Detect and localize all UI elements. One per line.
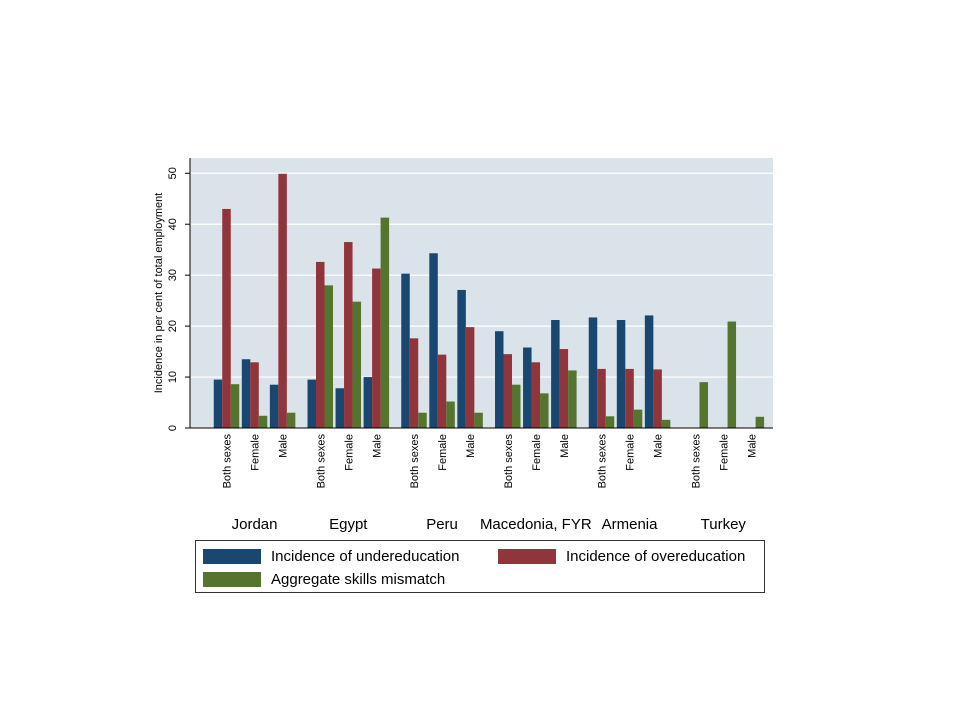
bar: [258, 415, 268, 428]
bar: [418, 412, 427, 428]
legend-swatch: [498, 548, 556, 564]
plot-background: [190, 158, 773, 428]
x-tick-label: Male: [465, 434, 477, 458]
bar: [633, 409, 643, 428]
y-tick-label: 0: [167, 425, 179, 431]
legend-swatch: [203, 571, 261, 587]
bar: [352, 301, 362, 428]
bar: [727, 321, 737, 428]
bar: [625, 368, 634, 428]
x-axis: Both sexes Female Male Jordan Both sexes Fema…: [190, 427, 773, 533]
legend-label: Incidence of undereducation: [271, 547, 460, 565]
bar: [588, 317, 598, 428]
x-tick-label: Female: [625, 434, 637, 471]
bar: [457, 289, 466, 428]
group-label: Armenia: [602, 516, 659, 533]
bar: [222, 208, 231, 428]
x-tick-label: Male: [653, 434, 665, 458]
bar: [344, 242, 353, 428]
bar: [653, 369, 662, 428]
bar: [437, 354, 447, 428]
y-tick-label: 30: [167, 269, 179, 281]
bar: [335, 388, 345, 428]
bar: [213, 379, 223, 428]
x-tick-label: Both sexes: [690, 434, 702, 489]
bar: [278, 173, 287, 428]
legend-label: Aggregate skills mismatch: [271, 570, 446, 588]
bar: [250, 362, 259, 428]
x-tick-label: Female: [718, 434, 730, 471]
x-tick-label: Female: [437, 434, 449, 471]
legend-item-overeducation: Incidence of overeducation: [498, 547, 745, 565]
x-tick-label: Both sexes: [503, 434, 515, 489]
legend: Incidence of undereducation Incidence of…: [195, 540, 765, 593]
bar: [597, 368, 606, 428]
bar: [699, 382, 708, 428]
bar: [616, 320, 626, 428]
x-tick-label: Male: [559, 434, 571, 458]
bar: [512, 384, 521, 428]
bar: [661, 419, 671, 428]
x-tick-label: Both sexes: [222, 434, 234, 489]
bar: [409, 338, 419, 428]
x-tick-label: Male: [746, 434, 758, 458]
bar: [241, 359, 251, 428]
bar: [568, 370, 577, 428]
bar: [503, 354, 512, 428]
legend-item-skills-mismatch: Aggregate skills mismatch: [203, 570, 445, 588]
y-tick-label: 40: [167, 218, 179, 230]
bar: [644, 315, 654, 428]
bar: [605, 416, 615, 428]
bar: [531, 362, 541, 428]
y-axis-label: Incidence in per cent of total employmen…: [153, 193, 165, 394]
x-tick-label: Female: [343, 434, 355, 471]
bar: [230, 384, 240, 428]
bar: [269, 384, 279, 428]
y-tick-label: 50: [167, 167, 179, 179]
x-tick-label: Female: [250, 434, 262, 471]
bar: [540, 393, 549, 428]
x-tick-label: Both sexes: [315, 434, 327, 489]
bar: [474, 412, 483, 428]
bar: [307, 379, 316, 428]
grid-lines: [190, 172, 773, 378]
x-tick-label: Female: [531, 434, 543, 471]
bar: [523, 347, 532, 428]
bar: [316, 261, 325, 428]
bar: [372, 268, 381, 428]
bar: [363, 377, 373, 428]
bars: [213, 173, 765, 428]
bar: [755, 416, 765, 428]
bar: [429, 253, 438, 428]
bar: [495, 331, 504, 428]
group-label: Peru: [426, 516, 458, 533]
bar: [286, 412, 296, 428]
bar: [551, 320, 560, 428]
x-tick-label: Both sexes: [409, 434, 421, 489]
bar: [380, 217, 390, 428]
bar: [401, 273, 410, 428]
group-label: Jordan: [232, 516, 278, 533]
x-tick-label: Both sexes: [597, 434, 609, 489]
bar: [559, 349, 569, 428]
legend-swatch: [203, 548, 261, 564]
y-tick-label: 10: [167, 371, 179, 383]
y-tick-label: 20: [167, 320, 179, 332]
y-axis: 0 10 20 30 40 50: [167, 158, 191, 431]
bar: [324, 285, 333, 428]
group-label: Egypt: [329, 516, 368, 533]
bar: [446, 401, 455, 428]
group-label: Macedonia, FYR: [480, 516, 592, 533]
bar: [465, 327, 475, 428]
legend-label: Incidence of overeducation: [566, 547, 746, 565]
legend-item-undereducation: Incidence of undereducation: [203, 547, 459, 565]
x-tick-label: Male: [371, 434, 383, 458]
group-label: Turkey: [701, 516, 747, 533]
x-tick-label: Male: [278, 434, 290, 458]
